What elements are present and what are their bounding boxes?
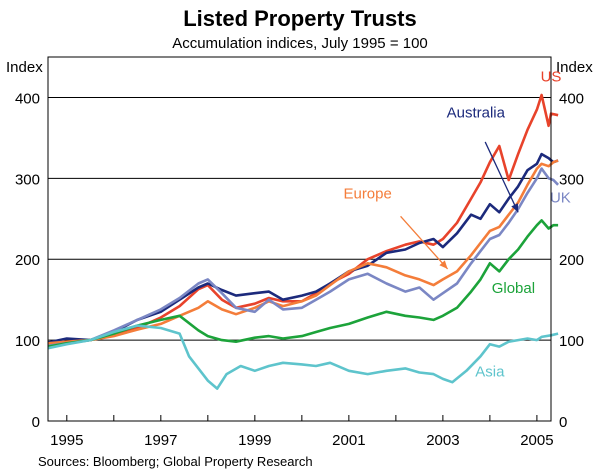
series-label-europe: Europe xyxy=(343,186,391,203)
y-tick-label-right: 300 xyxy=(559,171,584,188)
series-line-europe xyxy=(47,159,559,345)
y-tick-label-right: 0 xyxy=(559,414,567,431)
annotation-arrow-line xyxy=(400,215,449,270)
series-label-uk: UK xyxy=(550,190,571,207)
x-tick-label: 2001 xyxy=(332,432,365,449)
series-lines xyxy=(47,93,560,390)
series-line-uk xyxy=(47,167,560,348)
grid-lines xyxy=(48,96,551,341)
x-tick-label: 2003 xyxy=(426,432,459,449)
y-tick-label-left: 300 xyxy=(15,171,40,188)
x-tick-label: 1997 xyxy=(144,432,177,449)
y-axis-label-right: Index xyxy=(556,59,593,76)
axis-ticks: 0 0 100 100 200 200 300 300 400 400 1995 1997 1999 20… xyxy=(15,90,584,449)
y-tick-label-left: 0 xyxy=(32,414,40,431)
y-axis-label-left: Index xyxy=(6,59,43,76)
series-line-asia xyxy=(47,324,559,390)
series-label-australia: Australia xyxy=(447,105,506,122)
series-line-global xyxy=(47,219,559,348)
plot-frame xyxy=(47,56,552,422)
series-label-global: Global xyxy=(492,280,535,297)
source-note: Sources: Bloomberg; Global Property Rese… xyxy=(38,454,313,469)
y-tick-label-left: 100 xyxy=(15,333,40,350)
series-line-australia xyxy=(47,152,559,344)
annotation-arrowhead xyxy=(511,203,519,213)
chart-subtitle: Accumulation indices, July 1995 = 100 xyxy=(172,35,428,52)
x-tick-label: 2005 xyxy=(520,432,553,449)
y-tick-label-right: 400 xyxy=(559,90,584,107)
series-line-us xyxy=(47,93,559,346)
y-tick-label-right: 100 xyxy=(559,333,584,350)
chart-title: Listed Property Trusts xyxy=(183,6,417,31)
series-label-asia: Asia xyxy=(475,364,505,381)
x-tick-label: 1995 xyxy=(50,432,83,449)
y-tick-label-right: 200 xyxy=(559,252,584,269)
y-tick-label-left: 200 xyxy=(15,252,40,269)
annotation-arrow-line xyxy=(484,141,519,213)
annotation-arrowhead xyxy=(439,260,448,269)
y-tick-label-left: 400 xyxy=(15,90,40,107)
x-tick-label: 1999 xyxy=(238,432,271,449)
